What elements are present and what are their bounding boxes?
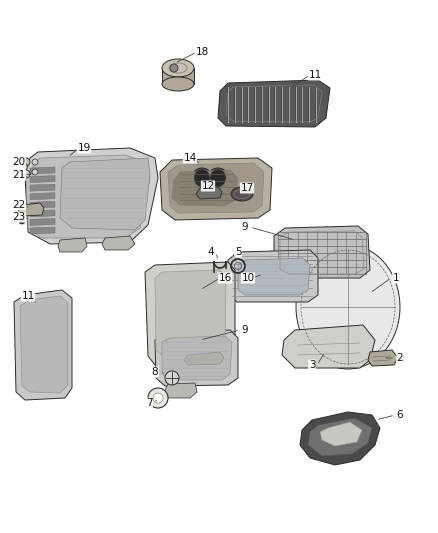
Polygon shape (228, 250, 318, 302)
Polygon shape (282, 325, 375, 368)
Ellipse shape (207, 168, 229, 192)
Ellipse shape (231, 187, 253, 201)
Polygon shape (162, 68, 194, 84)
Ellipse shape (296, 245, 400, 369)
Text: 14: 14 (184, 153, 197, 163)
Polygon shape (300, 412, 380, 465)
Polygon shape (26, 155, 150, 238)
Polygon shape (274, 226, 370, 278)
Polygon shape (30, 193, 55, 200)
Polygon shape (196, 187, 222, 199)
Circle shape (165, 371, 179, 385)
Circle shape (153, 393, 163, 403)
Polygon shape (20, 296, 68, 393)
Polygon shape (25, 148, 158, 244)
Text: 21: 21 (12, 170, 26, 180)
Circle shape (148, 388, 168, 408)
Polygon shape (238, 258, 310, 295)
Text: 19: 19 (78, 143, 91, 153)
Polygon shape (30, 227, 55, 234)
Circle shape (22, 158, 30, 166)
Text: 8: 8 (152, 367, 158, 377)
Polygon shape (30, 201, 55, 208)
Text: 4: 4 (208, 247, 214, 257)
Text: 23: 23 (12, 212, 26, 222)
Polygon shape (172, 170, 238, 206)
Text: 20: 20 (12, 157, 25, 167)
Circle shape (19, 218, 25, 224)
Text: 10: 10 (241, 273, 254, 283)
Polygon shape (30, 219, 55, 225)
Text: 17: 17 (240, 183, 254, 193)
Circle shape (32, 169, 38, 175)
Text: 16: 16 (219, 273, 232, 283)
Text: 9: 9 (242, 325, 248, 335)
Ellipse shape (191, 168, 213, 192)
Polygon shape (145, 262, 235, 365)
Text: 6: 6 (397, 410, 403, 420)
Polygon shape (18, 203, 44, 216)
Text: 1: 1 (393, 273, 399, 283)
Text: 22: 22 (12, 200, 26, 210)
Circle shape (32, 159, 38, 165)
Polygon shape (14, 290, 72, 400)
Ellipse shape (162, 77, 194, 91)
Text: 2: 2 (397, 353, 403, 363)
Text: 5: 5 (235, 247, 241, 257)
Text: 11: 11 (21, 291, 35, 301)
Polygon shape (164, 383, 197, 398)
Polygon shape (155, 330, 238, 386)
Circle shape (22, 170, 30, 178)
Polygon shape (58, 238, 87, 252)
Polygon shape (30, 210, 55, 217)
Polygon shape (30, 175, 55, 183)
Polygon shape (160, 158, 272, 220)
Polygon shape (218, 80, 330, 127)
Text: 11: 11 (308, 70, 321, 80)
Polygon shape (168, 163, 264, 213)
Ellipse shape (210, 169, 226, 187)
Ellipse shape (162, 59, 194, 77)
Polygon shape (60, 158, 150, 230)
Polygon shape (155, 270, 226, 357)
Text: 3: 3 (309, 360, 315, 370)
Circle shape (170, 64, 178, 72)
Text: 7: 7 (146, 398, 152, 408)
Polygon shape (368, 350, 398, 366)
Polygon shape (308, 418, 372, 456)
Polygon shape (184, 352, 224, 365)
Text: 9: 9 (242, 222, 248, 232)
Polygon shape (30, 184, 55, 191)
Text: 12: 12 (201, 181, 215, 191)
Ellipse shape (194, 169, 210, 187)
Polygon shape (320, 422, 362, 446)
Text: 18: 18 (195, 47, 208, 57)
Polygon shape (30, 167, 55, 174)
Polygon shape (162, 336, 232, 380)
Polygon shape (102, 236, 135, 250)
